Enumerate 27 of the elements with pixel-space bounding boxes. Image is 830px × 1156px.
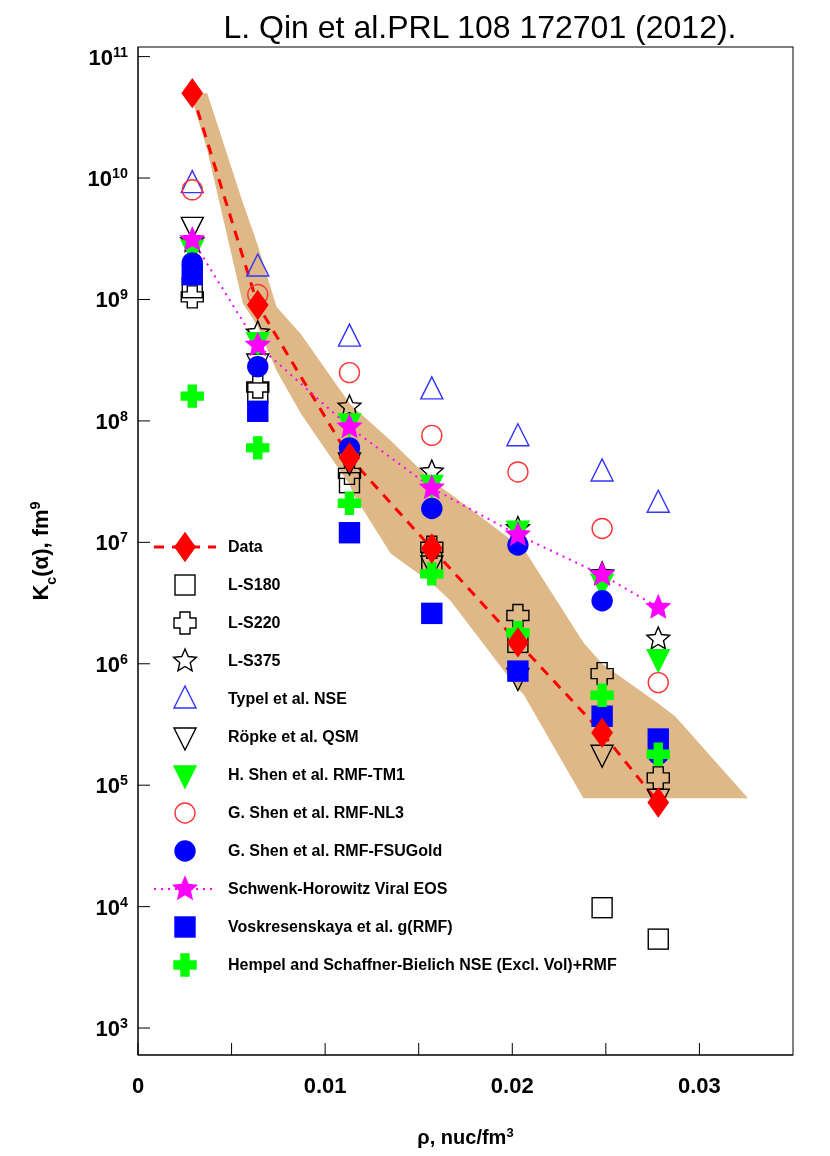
x-tick-label: 0.03 xyxy=(678,1073,721,1098)
legend-label: Hempel and Schaffner-Bielich NSE (Excl. Vol)+RMF xyxy=(228,956,617,974)
legend-label: L-S220 xyxy=(228,614,281,632)
legend-label: H. Shen et al. RMF-TM1 xyxy=(228,766,405,784)
y-tick-label: 10$^{10}$ xyxy=(87,165,129,192)
y-tick-label: 10$^{7}$ xyxy=(95,529,129,556)
legend-label: Data xyxy=(228,538,263,556)
legend-label: Typel et al. NSE xyxy=(228,690,347,708)
x-tick-label: 0.01 xyxy=(303,1073,347,1098)
legend-label: Schwenk-Horowitz Viral EOS xyxy=(228,880,448,898)
legend-label: G. Shen et al. RMF-FSUGold xyxy=(228,842,443,860)
legend-label: G. Shen et al. RMF-NL3 xyxy=(228,804,405,822)
x-tick-label: 0 xyxy=(131,1073,145,1098)
legend-label: Röpke et al. QSM xyxy=(228,728,359,746)
y-tick-label: 10$^{6}$ xyxy=(95,650,129,677)
chart-title: L. Qin et al.PRL 108 172701 (2012). xyxy=(223,9,737,45)
legend-label: L-S375 xyxy=(228,652,281,670)
x-axis-title: ρ, nuc/fm$^{3}$ xyxy=(417,1124,514,1148)
legend-label: Voskresenskaya et al. g(RMF) xyxy=(228,918,453,936)
x-tick-label: 0.02 xyxy=(490,1073,534,1098)
y-tick-label: 10$^{3}$ xyxy=(95,1015,129,1042)
y-tick-label: 10$^{4}$ xyxy=(95,893,129,920)
y-tick-label: 10$^{9}$ xyxy=(95,286,129,313)
y-tick-label: 10$^{8}$ xyxy=(95,407,129,434)
legend-label: L-S180 xyxy=(228,576,281,594)
y-tick-label: 10$^{5}$ xyxy=(95,772,129,799)
y-tick-label: 10$^{11}$ xyxy=(88,43,129,70)
